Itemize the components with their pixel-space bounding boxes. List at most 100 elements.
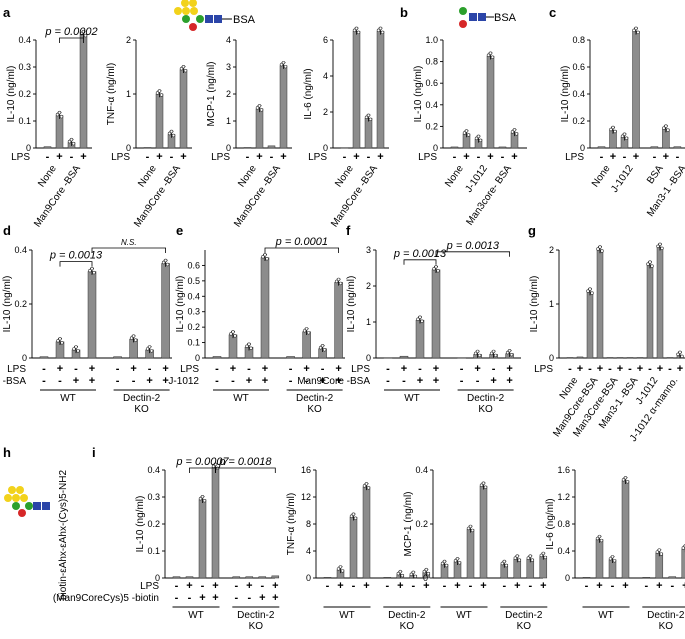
row-sign: +: [146, 375, 152, 387]
row-sign: -: [247, 363, 251, 375]
data-point: [474, 136, 479, 141]
data-point: [200, 495, 205, 499]
bar: [576, 356, 584, 359]
row-sign: -: [42, 363, 46, 375]
row-sign: -: [42, 375, 46, 387]
row-sign: +: [514, 580, 520, 592]
data-point: [336, 277, 341, 282]
y-tick-label: 0: [323, 143, 328, 153]
data-point: [354, 26, 359, 31]
row-sign: +: [474, 363, 480, 375]
y-tick-label: 0: [26, 143, 31, 153]
data-point: [436, 269, 440, 273]
row-sign: -: [385, 580, 389, 592]
bar: [232, 576, 241, 579]
data-point: [612, 559, 617, 563]
row-sign: +: [186, 580, 192, 592]
data-point: [129, 336, 134, 340]
data-point: [69, 137, 74, 142]
data-point: [398, 569, 402, 574]
y-tick-label: 0.4: [147, 465, 160, 475]
data-point: [440, 561, 445, 566]
data-point: [420, 319, 424, 323]
data-point: [340, 569, 345, 573]
data-point: [338, 565, 343, 569]
row-sign: -: [201, 580, 205, 592]
row-sign: -: [676, 151, 680, 163]
data-point: [351, 512, 356, 516]
y-tick-label: 1: [226, 116, 231, 126]
row-sign: +: [319, 375, 325, 387]
row-label: LPS: [351, 364, 370, 375]
row-sign: +: [56, 151, 62, 163]
data-point: [380, 30, 385, 35]
glycan-icon-b: [459, 7, 494, 28]
data-point: [660, 246, 664, 251]
data-point: [60, 341, 64, 345]
row-sign: -: [453, 151, 457, 163]
row-sign: +: [272, 580, 278, 592]
row-sign: -: [402, 375, 406, 387]
data-point: [464, 129, 469, 133]
row-sign: -: [175, 592, 179, 604]
row-sign: +: [212, 580, 218, 592]
bar: [466, 529, 475, 579]
row-sign: +: [73, 375, 79, 387]
row-label: LPS: [534, 364, 553, 375]
y-tick-label: 0.4: [14, 245, 27, 255]
row-sign: -: [260, 580, 264, 592]
row-sign: -: [568, 363, 572, 375]
row-sign: +: [57, 363, 63, 375]
data-point: [334, 279, 339, 284]
data-point: [479, 483, 484, 487]
data-point: [147, 345, 152, 349]
bar: [681, 548, 685, 579]
significance-bracket: [59, 261, 93, 267]
bar: [87, 271, 97, 359]
significance-label: p = 0.0013: [393, 248, 447, 260]
data-point: [600, 249, 604, 253]
row-sign: -: [326, 580, 330, 592]
data-point: [608, 557, 613, 561]
bar: [616, 357, 624, 359]
data-point: [488, 51, 493, 55]
bar: [621, 480, 630, 579]
bar: [323, 577, 332, 579]
data-point: [145, 347, 150, 351]
y-tick-label: 0: [226, 143, 231, 153]
row-sign: -: [343, 151, 347, 163]
data-point: [470, 528, 475, 533]
bar: [212, 356, 222, 359]
group-label: None: [333, 163, 356, 189]
y-tick-label: 3: [366, 245, 371, 255]
data-point: [512, 128, 517, 132]
y-tick-label: 0.2: [425, 121, 438, 131]
row-sign: +: [682, 580, 685, 592]
y-tick-label: 1: [126, 89, 131, 99]
data-point: [595, 536, 600, 541]
row-sign: -: [116, 375, 120, 387]
data-point: [376, 28, 381, 33]
y-tick-label: 3: [226, 62, 231, 72]
y-tick-label: 0.2: [18, 89, 31, 99]
data-point: [356, 30, 361, 35]
data-point: [59, 114, 64, 119]
bar: [632, 31, 640, 149]
bar: [260, 257, 270, 359]
bar: [642, 577, 651, 579]
panel-label-g: g: [528, 223, 536, 238]
row-sign: +: [162, 375, 168, 387]
data-point: [247, 342, 251, 346]
data-point: [283, 64, 288, 69]
bar: [352, 31, 361, 149]
row-sign: +: [417, 375, 423, 387]
row-label: LPS: [565, 152, 584, 163]
bar: [383, 577, 392, 579]
row-label: (Man9CoreCys)5 -biotin: [53, 593, 159, 604]
data-point: [336, 567, 341, 571]
significance-bracket: [91, 247, 166, 253]
data-point: [366, 486, 371, 490]
data-point: [349, 514, 354, 518]
row-sign: -: [74, 363, 78, 375]
